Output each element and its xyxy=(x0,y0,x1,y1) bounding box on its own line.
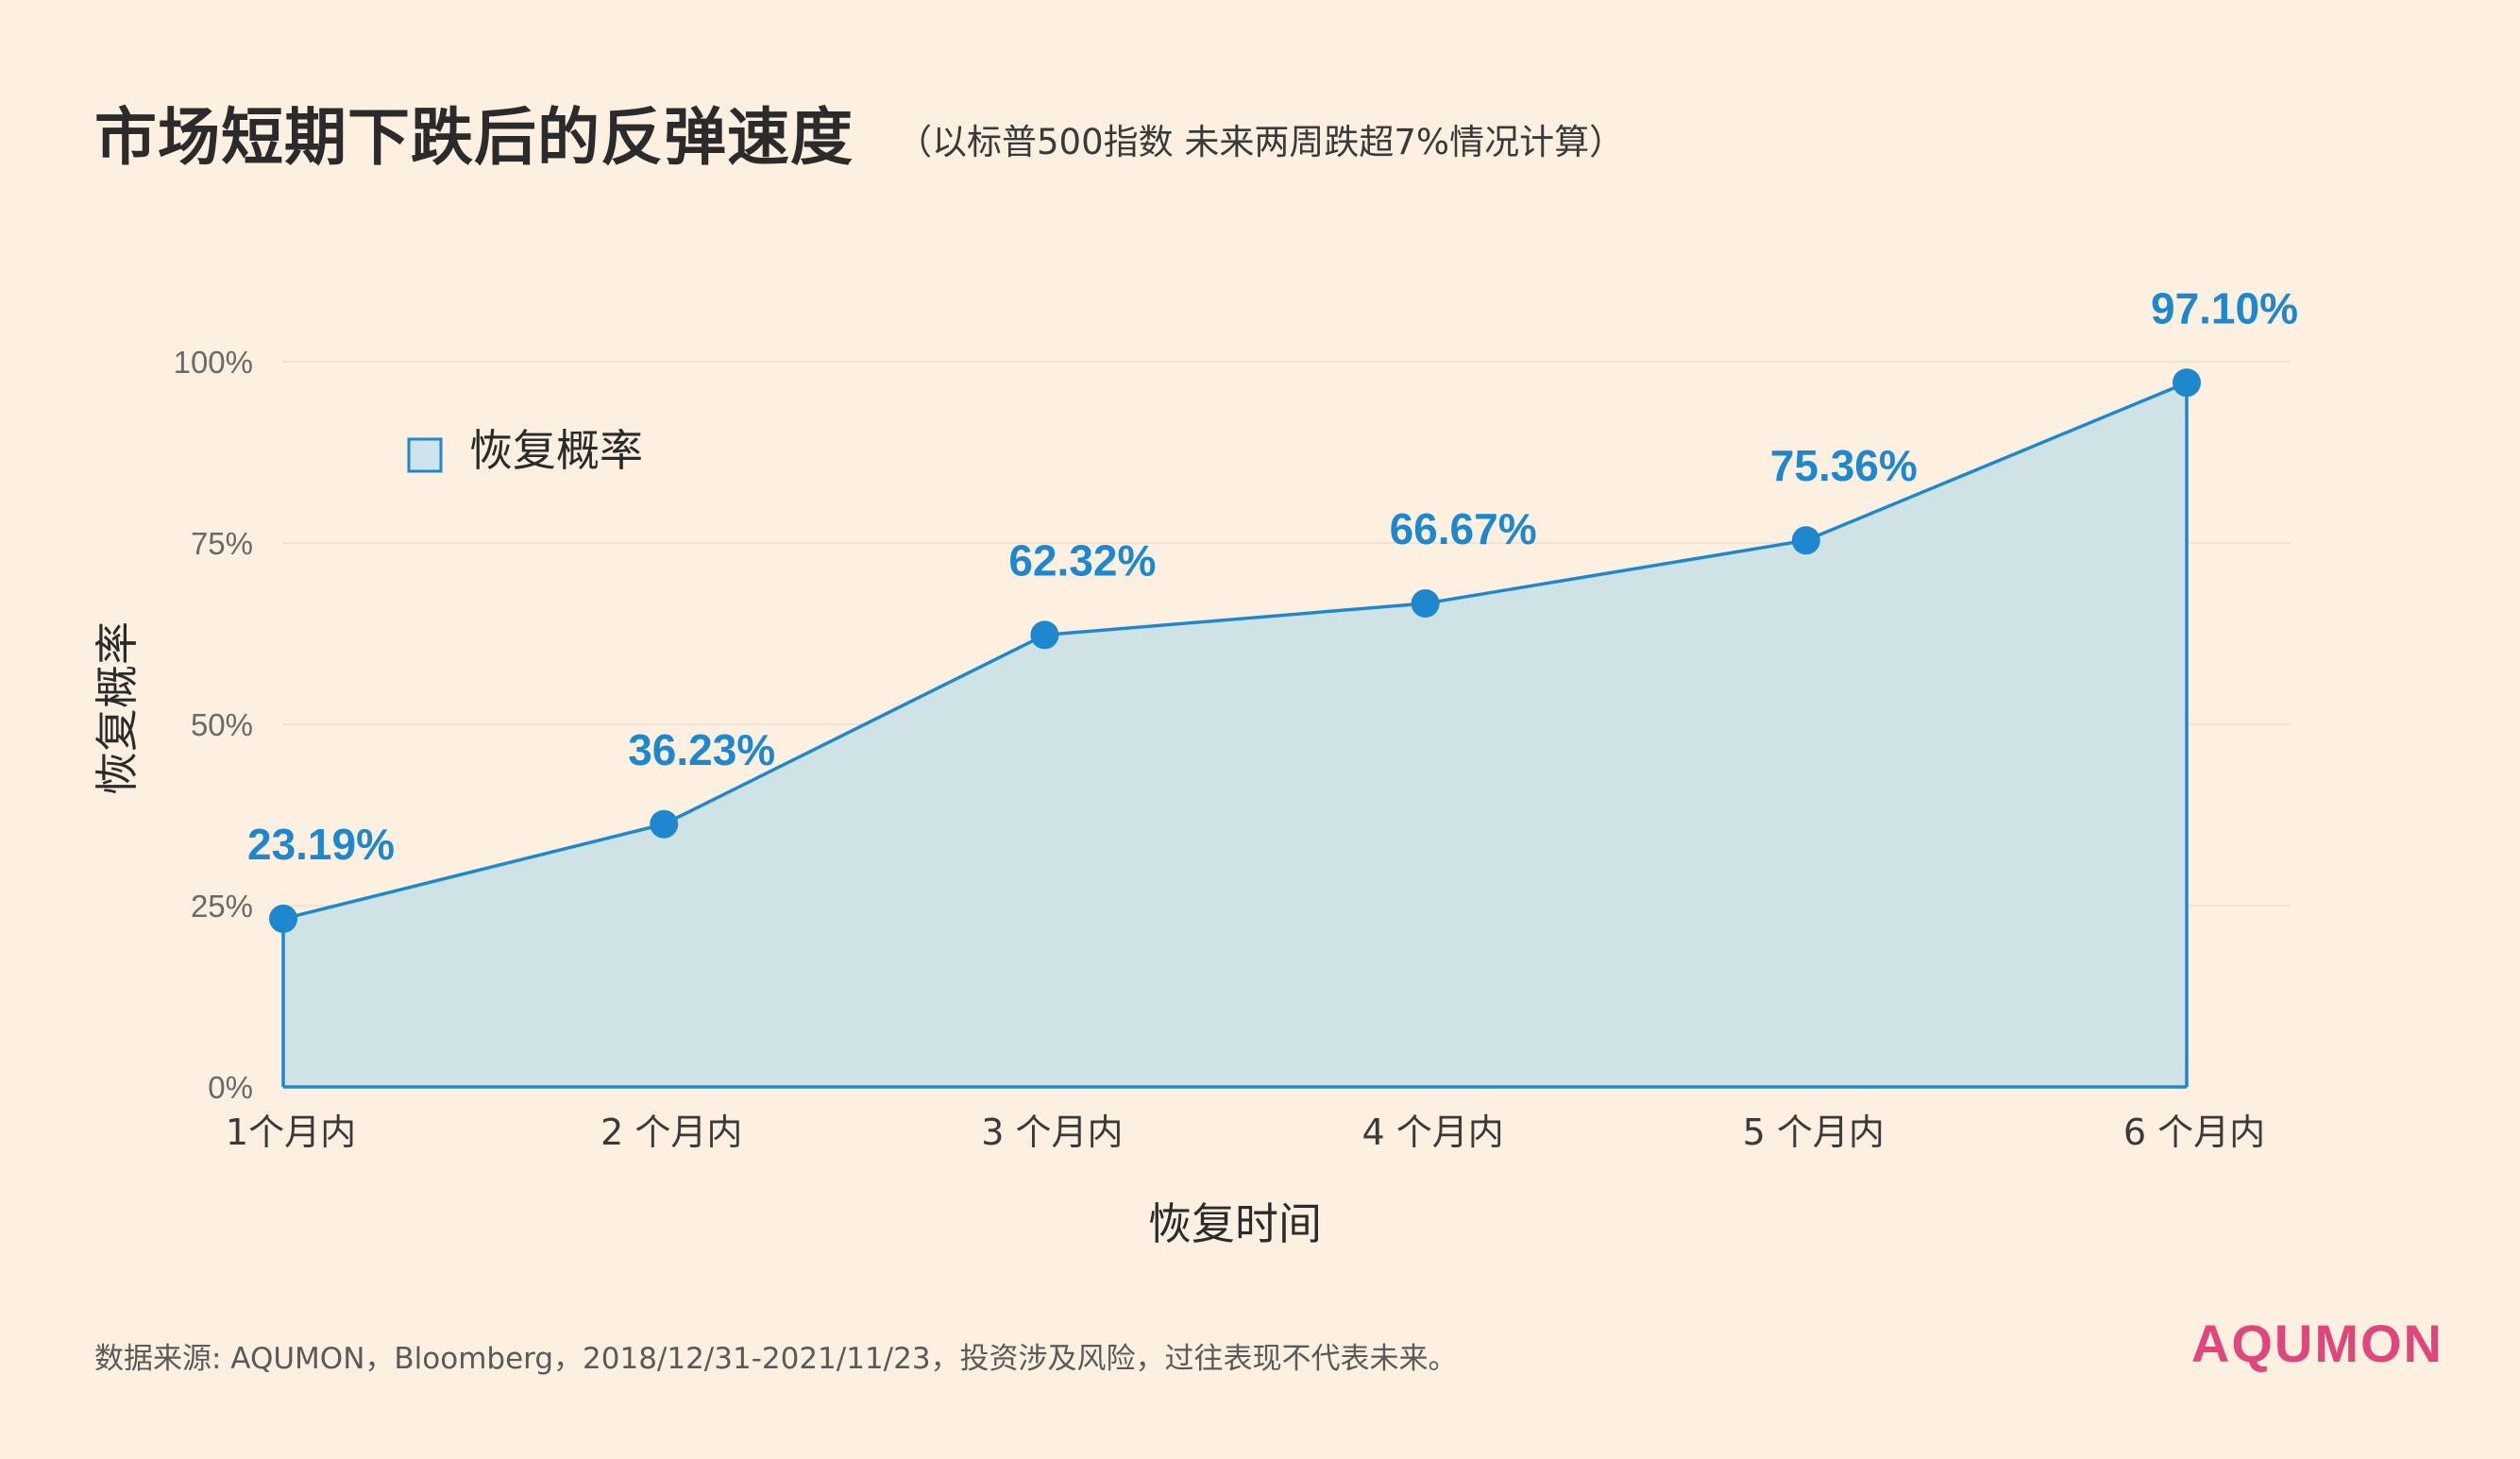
data-point xyxy=(1411,588,1440,618)
data-point xyxy=(269,904,297,933)
x-tick-label: 1个月内 xyxy=(226,1111,356,1153)
data-label: 75.36% xyxy=(1770,441,1918,490)
chart-title: 市场短期下跌后的反弹速度 xyxy=(94,101,854,174)
data-points xyxy=(269,368,2201,933)
data-label: 23.19% xyxy=(247,820,395,869)
x-tick-label: 6 个月内 xyxy=(2123,1111,2265,1153)
y-tick-label: 100% xyxy=(174,345,253,380)
x-tick-label: 2 个月内 xyxy=(600,1111,742,1153)
x-tick-label: 4 个月内 xyxy=(1361,1111,1503,1153)
data-label: 97.10% xyxy=(2151,283,2298,332)
area-layer xyxy=(281,381,2189,1089)
legend-label: 恢复概率 xyxy=(469,425,643,476)
x-axis-title: 恢复时间 xyxy=(1148,1198,1322,1249)
x-tick-label: 5 个月内 xyxy=(1743,1111,1885,1153)
y-axis-ticks: 0% 25% 50% 75% 100% xyxy=(174,345,253,1105)
brand-logo: AQUMON xyxy=(2190,1314,2444,1373)
data-point xyxy=(650,809,679,839)
source-note: 数据来源: AQUMON，Bloomberg，2018/12/31-2021/1… xyxy=(94,1342,1458,1376)
legend: 恢复概率 xyxy=(407,425,643,476)
data-point xyxy=(1030,620,1059,650)
data-point xyxy=(2173,368,2201,398)
data-labels: 23.19% 36.23% 62.32% 66.67% 75.36% 97.10% xyxy=(247,283,2298,869)
y-tick-label: 0% xyxy=(208,1070,253,1105)
y-axis-title: 恢复概率 xyxy=(92,621,143,795)
y-tick-label: 50% xyxy=(191,707,253,742)
y-tick-label: 75% xyxy=(191,526,253,561)
data-point xyxy=(1791,526,1820,555)
y-tick-label: 25% xyxy=(191,889,253,924)
x-axis-ticks: 1个月内 2 个月内 3 个月内 4 个月内 5 个月内 6 个月内 xyxy=(226,1111,2265,1153)
legend-swatch xyxy=(407,437,443,473)
data-label: 62.32% xyxy=(1008,535,1156,585)
data-label: 66.67% xyxy=(1390,504,1537,553)
area-fill xyxy=(283,382,2187,1088)
chart-subtitle: （以标普500指数 未来两周跌超7%情况计算） xyxy=(897,122,1625,162)
data-label: 36.23% xyxy=(628,725,775,774)
x-tick-label: 3 个月内 xyxy=(981,1111,1123,1153)
series-line xyxy=(281,381,2189,1087)
